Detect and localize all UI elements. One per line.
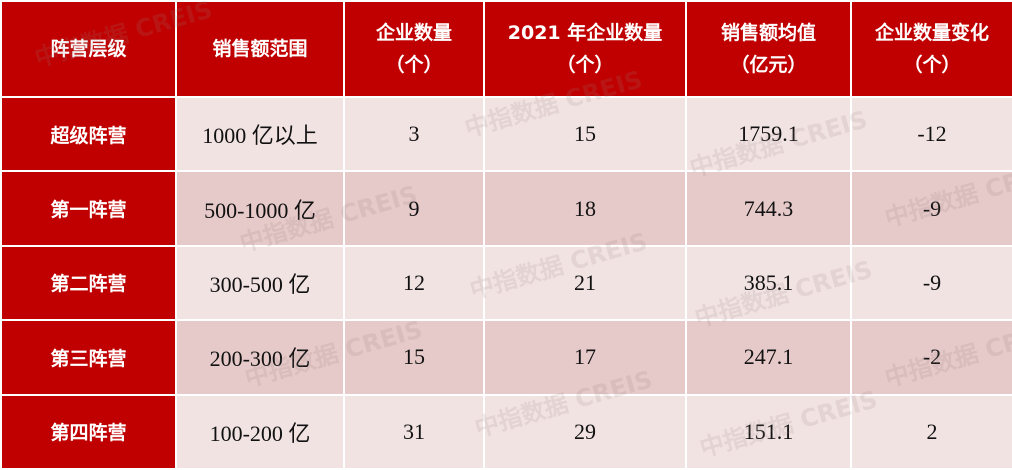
header-company-count-label: 企业数量: [375, 22, 452, 44]
tier-cell: 超级阵营: [0, 95, 177, 173]
table-row: 第一阵营 500-1000 亿 9 18 744.3 -9: [0, 170, 1012, 247]
header-company-count-2021-label: 2021 年企业数量: [507, 22, 663, 44]
header-avg-sales-label: 销售额均值: [720, 22, 816, 44]
avg-sales-cell: 744.3: [685, 170, 852, 247]
sales-range-cell: 100-200 亿: [175, 393, 345, 470]
count-change-cell: -9: [850, 244, 1012, 322]
tier-cell: 第一阵营: [0, 170, 177, 247]
tier-cell: 第四阵营: [0, 393, 177, 470]
avg-sales-cell: 1759.1: [685, 95, 852, 173]
table-row: 第三阵营 200-300 亿 15 17 247.1 -2: [0, 319, 1012, 396]
header-count-change: 企业数量变化 （个）: [850, 0, 1012, 98]
header-count-change-label: 企业数量变化: [874, 22, 989, 44]
sales-range-cell: 300-500 亿: [175, 244, 345, 322]
company-count-2021-cell: 18: [483, 170, 687, 247]
header-sales-range-label: 销售额范围: [212, 38, 308, 60]
header-avg-sales-unit: （亿元）: [730, 54, 807, 76]
sales-range-cell: 1000 亿以上: [175, 95, 345, 173]
header-company-count-unit: （个）: [385, 54, 443, 76]
header-tier: 阵营层级: [0, 0, 177, 98]
header-company-count: 企业数量 （个）: [343, 0, 485, 98]
count-change-cell: -12: [850, 95, 1012, 173]
company-count-2021-cell: 17: [483, 319, 687, 396]
header-company-count-2021-unit: （个）: [556, 54, 614, 76]
company-count-2021-cell: 15: [483, 95, 687, 173]
header-tier-label: 阵营层级: [50, 38, 127, 60]
company-count-2021-cell: 29: [483, 393, 687, 470]
tier-cell: 第二阵营: [0, 244, 177, 322]
company-count-2021-cell: 21: [483, 244, 687, 322]
company-count-cell: 3: [343, 95, 485, 173]
avg-sales-cell: 247.1: [685, 319, 852, 396]
avg-sales-cell: 385.1: [685, 244, 852, 322]
count-change-cell: 2: [850, 393, 1012, 470]
header-count-change-unit: （个）: [903, 54, 961, 76]
avg-sales-cell: 151.1: [685, 393, 852, 470]
table-row: 第四阵营 100-200 亿 31 29 151.1 2: [0, 393, 1012, 470]
count-change-cell: -2: [850, 319, 1012, 396]
company-count-cell: 31: [343, 393, 485, 470]
header-avg-sales: 销售额均值 （亿元）: [685, 0, 852, 98]
company-count-cell: 12: [343, 244, 485, 322]
table-row: 第二阵营 300-500 亿 12 21 385.1 -9: [0, 244, 1012, 322]
header-company-count-2021: 2021 年企业数量 （个）: [483, 0, 687, 98]
table-row: 超级阵营 1000 亿以上 3 15 1759.1 -12: [0, 95, 1012, 173]
sales-range-cell: 200-300 亿: [175, 319, 345, 396]
sales-range-cell: 500-1000 亿: [175, 170, 345, 247]
header-row: 阵营层级 销售额范围 企业数量 （个） 2021 年企业数量 （个） 销售额均值…: [0, 0, 1012, 98]
count-change-cell: -9: [850, 170, 1012, 247]
header-sales-range: 销售额范围: [175, 0, 345, 98]
company-count-cell: 15: [343, 319, 485, 396]
company-count-cell: 9: [343, 170, 485, 247]
tier-cell: 第三阵营: [0, 319, 177, 396]
